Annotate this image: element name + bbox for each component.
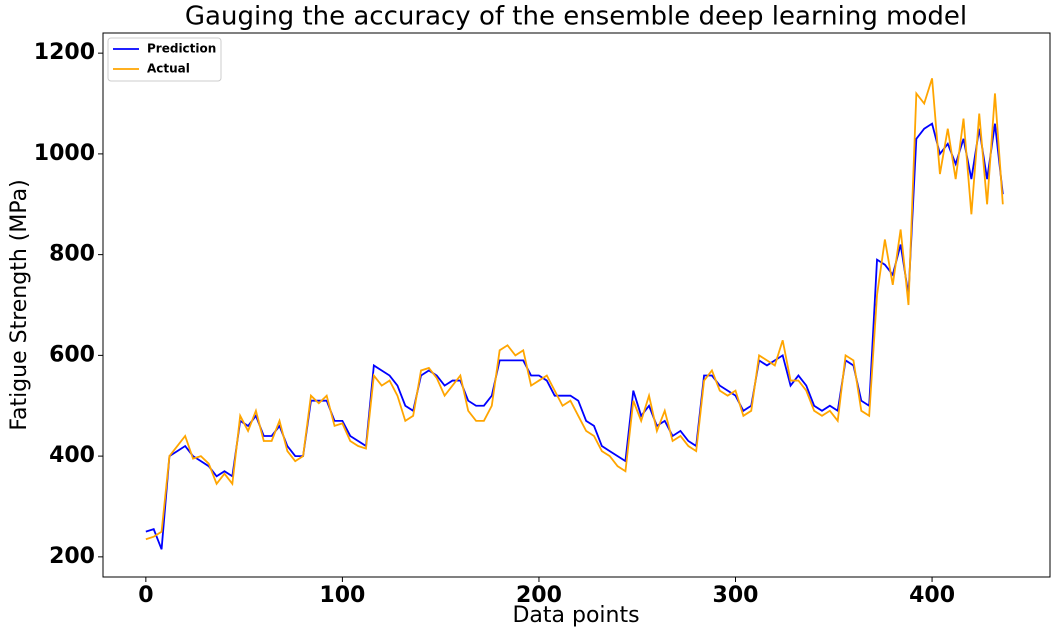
x-tick-label: 400 (909, 583, 955, 608)
x-axis-label: Data points (512, 603, 639, 628)
y-tick-label: 200 (49, 544, 95, 569)
series-line (145, 78, 1004, 541)
x-tick-label: 0 (138, 583, 153, 608)
y-axis-label: Fatigue Strength (MPa) (7, 179, 32, 430)
y-tick-label: 1200 (34, 40, 95, 65)
y-tick-label: 800 (49, 242, 95, 267)
y-tick-label: 400 (49, 443, 95, 468)
chart-title: Gauging the accuracy of the ensemble dee… (185, 2, 967, 32)
x-tick-label: 100 (319, 583, 365, 608)
x-tick-label: 300 (713, 583, 759, 608)
y-tick-label: 1000 (34, 141, 95, 166)
legend-label: Prediction (147, 42, 216, 56)
x-tick-label: 200 (516, 583, 562, 608)
legend-label: Actual (147, 62, 190, 76)
plot-frame (102, 32, 1051, 578)
series-line (145, 122, 1004, 550)
y-tick-label: 600 (49, 342, 95, 367)
